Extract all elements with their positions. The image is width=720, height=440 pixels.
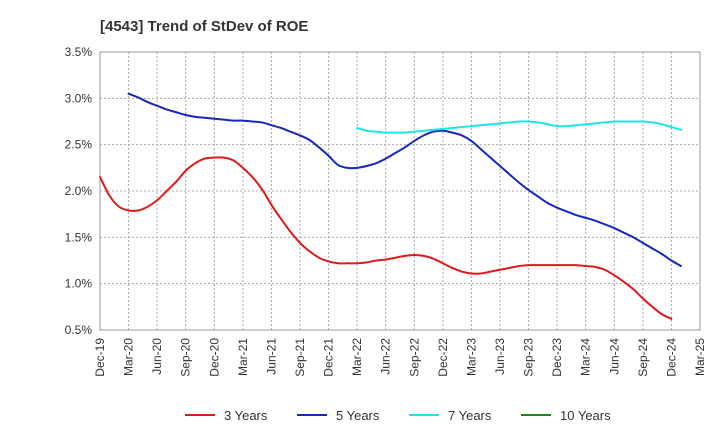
series-line-5-years (127, 92, 682, 268)
x-tick-label: Dec-20 (207, 338, 221, 377)
x-tick-label: Mar-22 (350, 338, 364, 376)
x-tick-label: Dec-24 (664, 338, 678, 377)
y-tick-label: 3.0% (65, 91, 93, 105)
x-tick-label: Dec-22 (436, 338, 450, 377)
y-tick-label: 2.5% (65, 138, 93, 152)
series-line-3-years (99, 156, 673, 320)
x-tick-label: Sep-20 (179, 338, 193, 377)
series-lines (99, 92, 682, 320)
x-tick-label: Sep-24 (636, 338, 650, 377)
legend: 3 Years 5 Years 7 Years 10 Years (185, 408, 611, 423)
x-axis: Dec-19 Mar-20 Jun-20 Sep-20 Dec-20 Mar-21 Jun-… (93, 338, 707, 377)
x-tick-label: Jun-24 (607, 338, 621, 375)
chart-title: [4543] Trend of StDev of ROE (100, 18, 308, 35)
x-tick-label: Jun-20 (150, 338, 164, 375)
y-tick-label: 3.5% (65, 45, 93, 59)
x-tick-label: Jun-22 (379, 338, 393, 375)
x-tick-label: Dec-19 (93, 338, 107, 377)
y-tick-label: 0.5% (65, 323, 93, 337)
legend-label-5-years: 5 Years (336, 408, 380, 423)
y-tick-label: 1.0% (65, 277, 93, 291)
x-tick-label: Dec-23 (550, 338, 564, 377)
x-tick-label: Sep-23 (522, 338, 536, 377)
x-tick-label: Mar-20 (122, 338, 136, 376)
series-line-7-years (356, 120, 682, 134)
x-tick-label: Jun-23 (493, 338, 507, 375)
x-tick-label: Sep-22 (407, 338, 421, 377)
y-tick-label: 2.0% (65, 184, 93, 198)
legend-label-3-years: 3 Years (224, 408, 268, 423)
plot-area (99, 51, 701, 331)
legend-label-10-years: 10 Years (560, 408, 611, 423)
y-tick-label: 1.5% (65, 230, 93, 244)
y-axis: 0.5% 1.0% 1.5% 2.0% 2.5% 3.0% 3.5% (65, 45, 93, 337)
legend-label-7-years: 7 Years (448, 408, 492, 423)
x-tick-label: Dec-21 (322, 338, 336, 377)
x-tick-label: Mar-21 (236, 338, 250, 376)
x-tick-label: Mar-25 (693, 338, 707, 376)
x-tick-label: Mar-23 (464, 338, 478, 376)
x-tick-label: Mar-24 (579, 338, 593, 376)
x-tick-label: Jun-21 (264, 338, 278, 375)
x-tick-label: Sep-21 (293, 338, 307, 377)
